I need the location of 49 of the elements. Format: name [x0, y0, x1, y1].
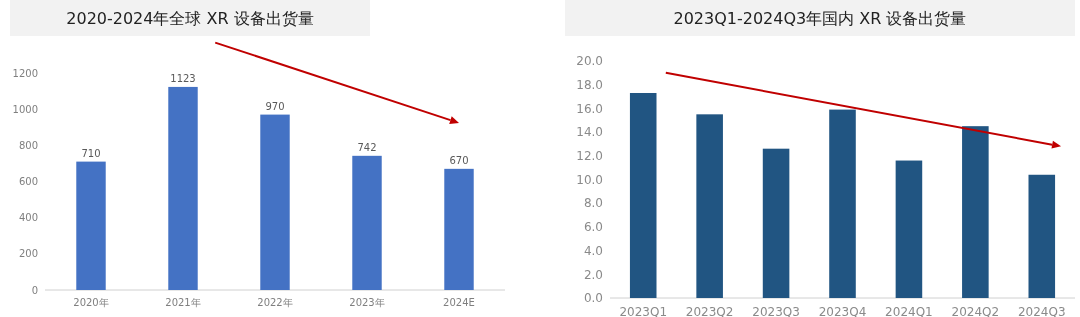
bar [829, 109, 856, 298]
x-tick-label: 2023年 [349, 297, 385, 308]
data-label: 670 [449, 154, 469, 166]
y-tick-label: 16.0 [576, 101, 603, 116]
x-tick-label: 2024Q2 [951, 305, 1000, 317]
data-label: 1123 [170, 72, 196, 84]
x-tick-label: 2023Q4 [818, 305, 867, 317]
y-tick-label: 14.0 [576, 125, 603, 140]
data-label: 742 [357, 141, 377, 153]
bar [352, 155, 382, 290]
bar [762, 148, 790, 298]
y-tick-label: 200 [18, 248, 38, 260]
bar [696, 114, 723, 298]
y-tick-label: 1200 [12, 67, 38, 79]
y-tick-label: 400 [18, 212, 38, 224]
x-tick-label: 2022年 [257, 297, 293, 308]
y-tick-label: 0.0 [583, 291, 603, 306]
y-tick-label: 600 [18, 176, 38, 187]
x-tick-label: 2024Q3 [1017, 305, 1066, 317]
bar [260, 114, 290, 290]
x-tick-label: 2023Q3 [752, 305, 800, 317]
bar [1028, 174, 1056, 298]
y-tick-label: 2.0 [583, 267, 603, 282]
chart-title: 2023Q1-2024Q3年国内 XR 设备出货量 [673, 9, 967, 28]
y-tick-label: 12.0 [576, 149, 603, 163]
bar [444, 168, 474, 290]
bar [895, 160, 923, 298]
x-tick-label: 2023Q1 [619, 305, 668, 317]
y-tick-label: 4.0 [583, 243, 603, 258]
y-tick-label: 18.0 [576, 77, 603, 92]
chart-title: 2020-2024年全球 XR 设备出货量 [66, 9, 314, 28]
bar [168, 86, 198, 290]
y-tick-label: 10.0 [576, 172, 603, 187]
x-tick-label: 2024Q1 [885, 305, 933, 317]
bar [629, 93, 657, 298]
y-tick-label: 6.0 [583, 220, 603, 235]
x-tick-label: 2021年 [165, 297, 201, 308]
data-label: 970 [265, 100, 285, 112]
y-tick-label: 20.0 [576, 54, 603, 69]
data-label: 710 [81, 147, 101, 159]
bar [76, 161, 106, 290]
x-tick-label: 2023Q2 [685, 305, 734, 317]
x-tick-label: 2020年 [73, 297, 109, 308]
y-tick-label: 1000 [12, 103, 38, 115]
y-tick-label: 0 [31, 284, 38, 296]
bar [962, 126, 989, 298]
y-tick-label: 800 [18, 139, 38, 151]
x-tick-label: 2024E [443, 297, 475, 308]
y-tick-label: 8.0 [583, 196, 603, 211]
